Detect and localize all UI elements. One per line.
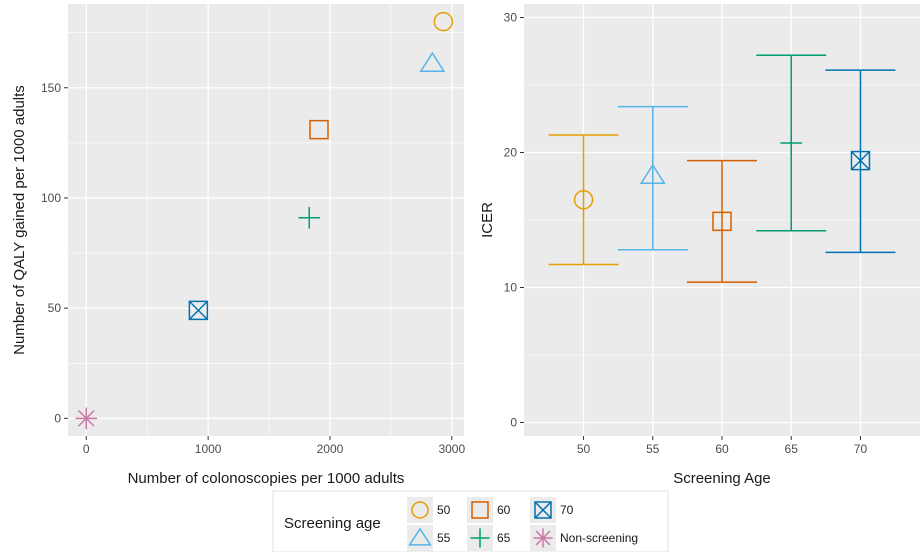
legend-item-65: 65 (467, 525, 511, 551)
y-tick-label: 10 (504, 281, 518, 295)
legend-marker (411, 501, 429, 519)
point-65 (780, 132, 803, 154)
asterisk-d2 (77, 410, 95, 427)
legend-marker (471, 501, 489, 519)
errorbar-60 (687, 159, 757, 283)
errorbar-70 (825, 69, 896, 254)
legend-label: 50 (437, 503, 451, 517)
x-tick-label: 55 (646, 442, 660, 456)
legend-label: 65 (497, 531, 511, 545)
point-50 (573, 190, 594, 210)
y-tick-label: 150 (41, 81, 61, 95)
x-tick-label: 70 (854, 442, 868, 456)
point-65 (298, 206, 321, 229)
y-tick-label: 100 (41, 191, 61, 205)
legend-marker (408, 527, 432, 546)
legend-label: 60 (497, 503, 511, 517)
circle-marker (411, 501, 429, 519)
legend-label: 55 (437, 531, 451, 545)
x-tick-label: 1000 (195, 442, 222, 456)
x-tick-label: 2000 (317, 442, 344, 456)
point-70 (188, 300, 209, 321)
errorbar-50 (548, 134, 619, 266)
left-scatter-chart: 0 1000 2000 3000 0 50 100 150 Number of colonosc… (11, 4, 465, 487)
point-60 (712, 211, 732, 232)
legend-label: 70 (560, 503, 574, 517)
circle-marker (433, 11, 454, 32)
square-x-diag2 (534, 501, 552, 519)
x-axis-title: Screening Age (673, 470, 771, 487)
square-x-box (188, 300, 209, 321)
legend-key-bg (407, 497, 433, 523)
legend-key-bg (467, 497, 493, 523)
legend: Screening age 50 55 60 65 70 Non-screening (272, 490, 669, 552)
y-tick-label: 20 (504, 146, 518, 160)
legend-title: Screening age (284, 515, 381, 532)
y-axis-title: ICER (479, 202, 496, 238)
legend-marker (534, 501, 552, 519)
legend-item-55: 55 (407, 525, 451, 551)
errorbar-55 (617, 105, 688, 251)
y-tick-label: 30 (504, 11, 518, 25)
x-tick-label: 0 (83, 442, 90, 456)
point-55 (639, 163, 666, 184)
point-60 (309, 119, 329, 140)
square-x-diag2 (850, 151, 870, 171)
x-tick-label: 60 (715, 442, 729, 456)
legend-marker (470, 528, 490, 548)
legend-item-Non-screening: Non-screening (530, 525, 638, 551)
square-x-box (850, 150, 871, 171)
x-tick-label: 50 (577, 442, 591, 456)
y-tick-label: 0 (54, 411, 61, 425)
y-tick-label: 0 (510, 416, 517, 430)
square-marker (309, 119, 329, 140)
legend-label: Non-screening (560, 531, 638, 545)
errorbar-65 (756, 54, 827, 232)
circle-marker (573, 190, 594, 210)
point-70 (850, 150, 871, 171)
triangle-marker (408, 527, 432, 546)
square-x-diag2 (188, 300, 208, 320)
triangle-marker (639, 163, 666, 184)
point-50 (433, 11, 454, 32)
triangle-marker (419, 51, 446, 73)
square-marker (471, 501, 489, 519)
square-x-box (534, 501, 552, 519)
legend-marker (533, 528, 553, 548)
point-Non-screening (75, 407, 98, 430)
x-tick-label: 3000 (438, 442, 465, 456)
y-axis-title: Number of QALY gained per 1000 adults (11, 85, 28, 355)
legend-item-60: 60 (467, 497, 511, 523)
plot-panel (68, 4, 464, 436)
legend-item-70: 70 (530, 497, 574, 523)
point-55 (419, 51, 446, 73)
square-marker (712, 211, 732, 232)
right-errorbar-chart: 0 10 20 30 50 55 60 65 70 Screening Age ICER (479, 4, 920, 487)
y-tick-label: 50 (48, 301, 62, 315)
x-axis-title: Number of colonoscopies per 1000 adults (128, 470, 405, 487)
legend-item-50: 50 (407, 497, 451, 523)
x-tick-label: 65 (785, 442, 799, 456)
asterisk-d2 (535, 530, 551, 546)
